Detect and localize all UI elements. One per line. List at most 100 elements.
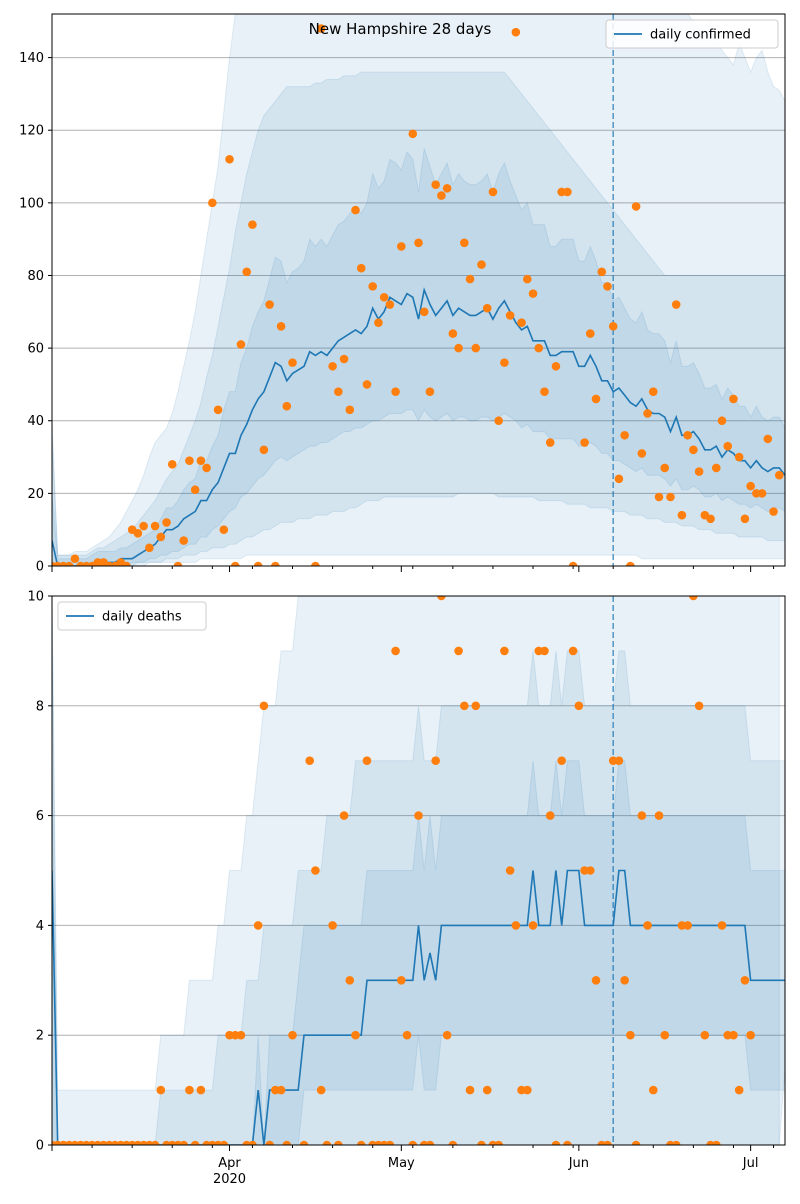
data-point	[248, 1140, 257, 1145]
x-tick-label: Jun	[568, 1156, 589, 1171]
data-point	[454, 343, 463, 353]
data-point	[683, 430, 692, 440]
data-point	[190, 485, 200, 495]
data-point	[334, 387, 343, 396]
y-tick-label: 20	[27, 487, 44, 502]
band-outer	[52, 14, 785, 566]
data-point	[711, 463, 721, 473]
data-point	[700, 1030, 710, 1040]
data-point	[500, 358, 509, 367]
data-point	[585, 866, 595, 875]
data-point	[448, 329, 458, 338]
y-tick-label: 80	[27, 269, 44, 284]
data-point	[769, 507, 778, 516]
data-point	[230, 561, 240, 566]
data-point	[150, 1140, 160, 1145]
data-point	[179, 536, 189, 545]
data-point	[185, 1085, 194, 1095]
data-point	[448, 1140, 458, 1145]
data-point	[677, 510, 687, 520]
data-point	[551, 1140, 561, 1145]
data-point	[271, 561, 280, 566]
data-point	[488, 187, 498, 197]
data-point	[563, 187, 572, 197]
data-point	[316, 24, 326, 33]
data-point	[276, 1085, 286, 1095]
data-point	[477, 260, 486, 269]
data-point	[603, 282, 612, 291]
y-tick-label: 2	[36, 1029, 44, 1044]
data-point	[288, 1030, 297, 1040]
data-point	[517, 318, 526, 327]
data-point	[374, 318, 383, 327]
data-point	[757, 489, 767, 498]
data-point	[460, 701, 469, 711]
data-point	[431, 180, 440, 189]
y-tick-label: 40	[27, 414, 44, 429]
data-point	[145, 543, 154, 553]
data-point	[597, 267, 607, 277]
data-point	[368, 282, 377, 291]
data-point	[603, 1140, 612, 1145]
data-point	[196, 456, 206, 465]
data-point	[202, 463, 211, 473]
data-point	[500, 646, 509, 656]
data-point	[156, 532, 166, 542]
data-point	[385, 300, 395, 309]
data-point	[311, 561, 320, 566]
data-point	[648, 387, 658, 396]
data-point	[345, 405, 355, 415]
data-point	[694, 467, 704, 476]
data-point	[167, 460, 177, 469]
data-point	[276, 322, 286, 331]
data-point	[425, 387, 435, 396]
data-point	[746, 481, 755, 491]
y-tick-label: 140	[19, 51, 44, 66]
data-point	[717, 416, 727, 426]
data-point	[746, 1030, 755, 1040]
data-point	[431, 756, 440, 765]
data-point	[534, 343, 544, 353]
data-point	[408, 129, 418, 139]
data-point	[253, 561, 263, 566]
data-point	[190, 1140, 200, 1145]
data-point	[139, 521, 148, 531]
data-point	[585, 329, 595, 338]
data-point	[540, 387, 549, 396]
data-point	[568, 561, 578, 566]
data-point	[763, 434, 773, 444]
data-point	[734, 1085, 744, 1095]
band-outer	[52, 596, 780, 1145]
data-point	[259, 445, 269, 455]
data-point	[179, 1140, 189, 1145]
data-point	[356, 1140, 366, 1145]
data-point	[643, 409, 652, 418]
data-point	[437, 191, 446, 200]
data-point	[671, 1140, 681, 1145]
confirmed-panel: 0 20 40 60 80 100 120 140 daily confirmed	[19, 13, 786, 575]
data-point	[494, 1140, 503, 1145]
data-point	[580, 438, 589, 447]
data-point	[465, 1085, 475, 1095]
data-point	[225, 154, 234, 164]
legend-label: daily confirmed	[650, 28, 751, 43]
data-point	[391, 387, 400, 396]
data-point	[540, 646, 549, 656]
data-point	[671, 300, 681, 309]
band-inner	[52, 760, 785, 1145]
data-point	[288, 358, 297, 367]
chart-title: New Hampshire 28 days	[308, 20, 492, 38]
data-point	[689, 445, 698, 455]
x-tick-label: Jul	[742, 1156, 759, 1171]
data-point	[740, 976, 750, 985]
data-point	[299, 1140, 309, 1145]
data-point	[351, 205, 360, 215]
data-point	[631, 1140, 641, 1145]
data-point	[482, 1085, 492, 1095]
data-point	[637, 811, 647, 820]
y-tick-label: 6	[36, 809, 44, 824]
data-point	[683, 921, 692, 930]
data-point	[494, 416, 503, 426]
data-point	[196, 1085, 206, 1095]
y-tick-label: 0	[36, 1139, 44, 1154]
